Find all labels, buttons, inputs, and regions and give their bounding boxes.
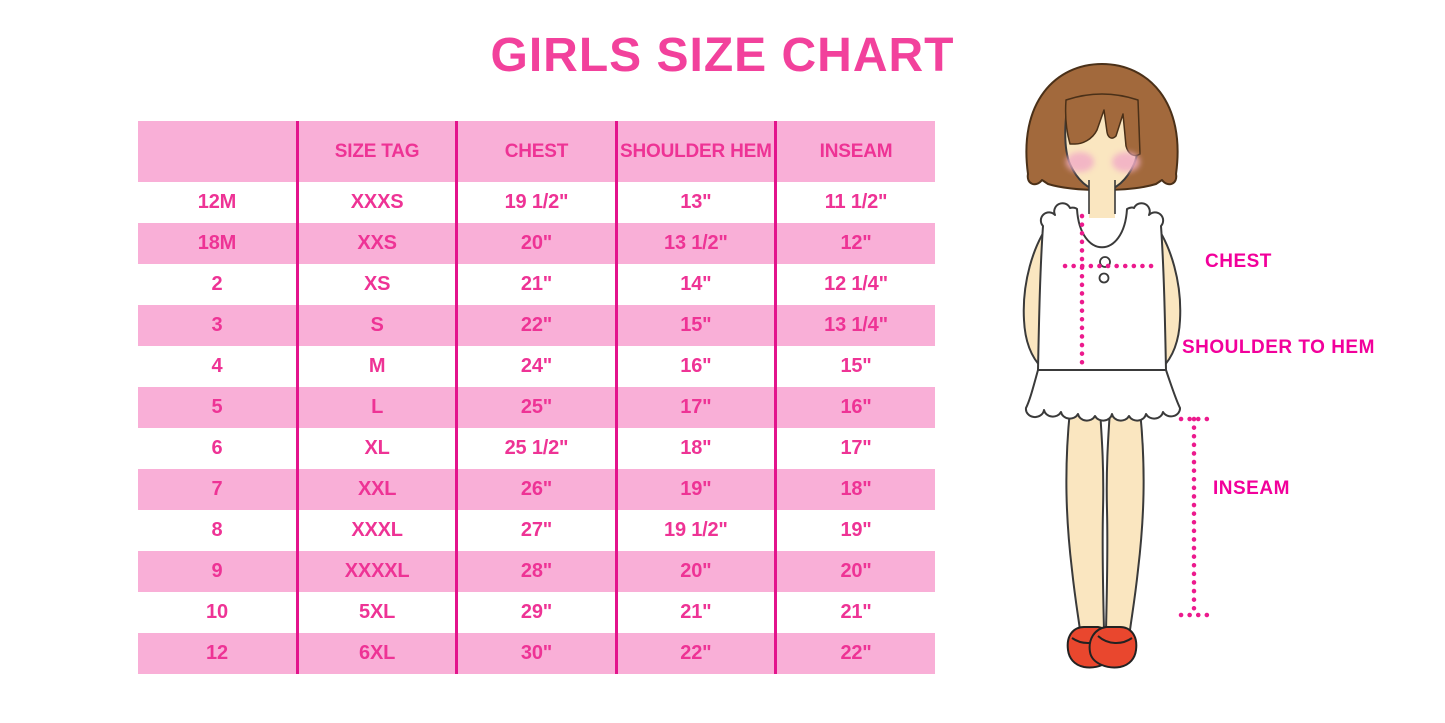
table-cell: 24" bbox=[455, 346, 617, 387]
column-header-shoulder-hem: SHOULDER HEM bbox=[614, 121, 776, 182]
girl-shoe-right-strap bbox=[1097, 635, 1133, 644]
table-cell: 3 bbox=[138, 305, 298, 346]
table-cell: 14" bbox=[614, 264, 776, 305]
column-header-chest: CHEST bbox=[455, 121, 617, 182]
table-cell: 26" bbox=[455, 469, 617, 510]
table-cell: 10 bbox=[206, 601, 228, 623]
table-row: 12M XXXS 19 1/2" 13" 11 1/2" bbox=[138, 182, 935, 223]
table-row: 6 XL 25 1/2" 18" 17" bbox=[138, 428, 935, 469]
table-cell: 19" bbox=[774, 510, 935, 551]
table-row: 2 XS 21" 14" 12 1/4" bbox=[138, 264, 935, 305]
table-cell: XXXXL bbox=[295, 551, 457, 592]
size-table-body: 12M XXXS 19 1/2" 13" 11 1/2" 18M XXS 20" 13 1/2"… bbox=[138, 182, 935, 674]
table-row: 9 XXXXL 28" 20" 20" bbox=[138, 551, 935, 592]
table-cell: 15" bbox=[774, 346, 935, 387]
girl-neck-outline bbox=[1088, 180, 1116, 214]
table-row: 4 M 24" 16" 15" bbox=[138, 346, 935, 387]
girls-size-table: SIZE TAG CHEST SHOULDER HEM INSEAM 12M XX… bbox=[138, 121, 935, 674]
column-header-inseam: INSEAM bbox=[774, 121, 935, 182]
shoulder-to-hem-label: SHOULDER TO HEM bbox=[1182, 337, 1375, 358]
table-cell: 19" bbox=[614, 469, 776, 510]
table-cell: XXXL bbox=[295, 510, 457, 551]
table-cell: 12 1/4" bbox=[774, 264, 935, 305]
table-row: 18M XXS 20" 13 1/2" 12" bbox=[138, 223, 935, 264]
table-cell: M bbox=[295, 346, 457, 387]
table-row: 12 6XL 30" 22" 22" bbox=[138, 633, 935, 674]
table-cell: 28" bbox=[455, 551, 617, 592]
table-cell: L bbox=[295, 387, 457, 428]
top-button-2 bbox=[1098, 272, 1110, 284]
table-cell: XXS bbox=[295, 223, 457, 264]
blush-right bbox=[1112, 152, 1140, 172]
girl-leg-right bbox=[1105, 409, 1145, 631]
girl-measurement-illustration bbox=[1022, 63, 1210, 669]
table-cell: 6 bbox=[211, 437, 223, 459]
table-cell: XXL bbox=[295, 469, 457, 510]
table-row: 5 L 25" 17" 16" bbox=[138, 387, 935, 428]
table-cell: 21" bbox=[614, 592, 776, 633]
table-cell: 15" bbox=[614, 305, 776, 346]
table-cell: 25 1/2" bbox=[455, 428, 617, 469]
table-cell: 12M bbox=[197, 191, 237, 213]
size-table-header: SIZE TAG CHEST SHOULDER HEM INSEAM bbox=[138, 121, 935, 182]
table-cell: 8 bbox=[211, 519, 223, 541]
blush-left bbox=[1066, 152, 1094, 172]
table-cell: 7 bbox=[138, 469, 298, 510]
table-row: 3 S 22" 15" 13 1/4" bbox=[138, 305, 935, 346]
table-cell: 11 1/2" bbox=[774, 182, 935, 223]
table-cell: 30" bbox=[455, 633, 617, 674]
table-cell: 21" bbox=[455, 264, 617, 305]
table-cell: 2 bbox=[211, 273, 223, 295]
table-row: 8 XXXL 27" 19 1/2" 19" bbox=[138, 510, 935, 551]
table-cell: 25" bbox=[455, 387, 617, 428]
table-cell: XXXS bbox=[295, 182, 457, 223]
table-cell: 13" bbox=[614, 182, 776, 223]
table-cell: 5 bbox=[138, 387, 298, 428]
table-cell: 17" bbox=[614, 387, 776, 428]
table-cell: 12" bbox=[774, 223, 935, 264]
table-row: 10 5XL 29" 21" 21" bbox=[138, 592, 935, 633]
table-cell: 19 1/2" bbox=[455, 182, 617, 223]
girl-neck bbox=[1089, 178, 1115, 218]
column-header-size-tag: SIZE TAG bbox=[295, 121, 457, 182]
table-cell: XL bbox=[295, 428, 457, 469]
table-cell: 16" bbox=[774, 387, 935, 428]
girl-leg-left bbox=[1065, 409, 1105, 631]
table-cell: 18" bbox=[774, 469, 935, 510]
table-cell: 27" bbox=[455, 510, 617, 551]
table-cell: 22" bbox=[774, 633, 935, 674]
table-cell: 5XL bbox=[295, 592, 457, 633]
girl-skirt bbox=[1024, 369, 1181, 422]
chest-label: CHEST bbox=[1205, 251, 1272, 272]
table-row: 7 XXL 26" 19" 18" bbox=[138, 469, 935, 510]
table-cell: 13 1/2" bbox=[614, 223, 776, 264]
table-cell: 20" bbox=[614, 551, 776, 592]
inseam-label: INSEAM bbox=[1213, 478, 1290, 499]
girl-shoe-right bbox=[1088, 626, 1138, 669]
table-cell: 16" bbox=[614, 346, 776, 387]
column-header-blank bbox=[138, 121, 298, 182]
table-cell: 18M bbox=[138, 223, 298, 264]
table-cell: 20" bbox=[455, 223, 617, 264]
table-cell: 6XL bbox=[295, 633, 457, 674]
table-cell: 4 bbox=[211, 355, 223, 377]
table-cell: 19 1/2" bbox=[614, 510, 776, 551]
table-cell: S bbox=[295, 305, 457, 346]
table-cell: 29" bbox=[455, 592, 617, 633]
header-row: SIZE TAG CHEST SHOULDER HEM INSEAM bbox=[138, 121, 935, 182]
table-cell: 21" bbox=[774, 592, 935, 633]
page-title: GIRLS SIZE CHART bbox=[490, 29, 955, 82]
table-cell: XS bbox=[295, 264, 457, 305]
table-cell: 20" bbox=[774, 551, 935, 592]
table-cell: 12 bbox=[138, 633, 298, 674]
girl-top bbox=[1037, 202, 1167, 371]
table-cell: 17" bbox=[774, 428, 935, 469]
table-cell: 9 bbox=[138, 551, 298, 592]
table-cell: 22" bbox=[614, 633, 776, 674]
girl-bangs bbox=[1064, 93, 1141, 157]
table-cell: 13 1/4" bbox=[774, 305, 935, 346]
table-cell: 18" bbox=[614, 428, 776, 469]
table-cell: 22" bbox=[455, 305, 617, 346]
